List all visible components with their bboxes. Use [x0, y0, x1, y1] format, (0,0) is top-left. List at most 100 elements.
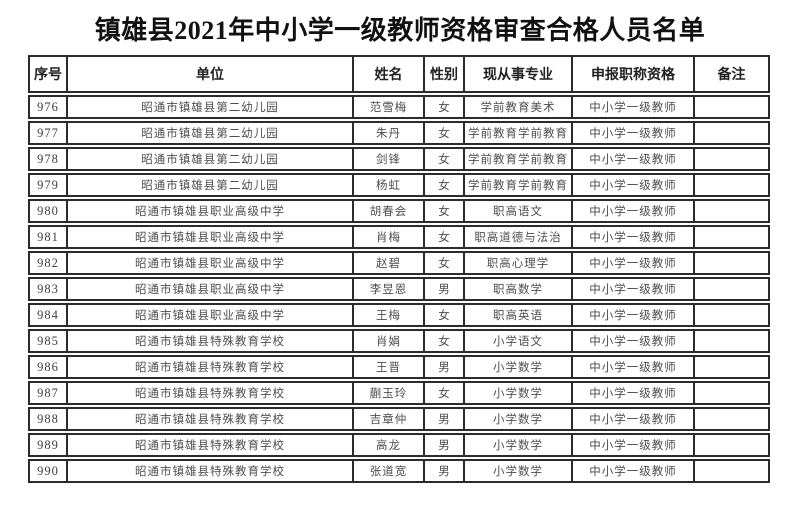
name-cell: 王梅 [354, 305, 425, 325]
qualification-cell: 中小学一级教师 [573, 279, 695, 299]
table-row: 987 昭通市镇雄县特殊教育学校 蒯玉玲 女 小学数学 中小学一级教师 [28, 381, 770, 405]
seq-cell: 986 [30, 357, 68, 377]
name-cell: 杨虹 [354, 175, 425, 195]
gender-cell: 女 [425, 175, 465, 195]
qualification-cell: 中小学一级教师 [573, 435, 695, 455]
unit-cell: 昭通市镇雄县特殊教育学校 [68, 409, 354, 429]
major-cell: 小学数学 [465, 409, 573, 429]
seq-cell: 987 [30, 383, 68, 403]
seq-cell: 983 [30, 279, 68, 299]
seq-cell: 988 [30, 409, 68, 429]
name-cell: 李昱恩 [354, 279, 425, 299]
seq-cell: 977 [30, 123, 68, 143]
note-cell [695, 149, 768, 169]
qualification-cell: 中小学一级教师 [573, 175, 695, 195]
major-cell: 学前教育美术 [465, 97, 573, 117]
name-cell: 蒯玉玲 [354, 383, 425, 403]
major-cell: 小学数学 [465, 435, 573, 455]
unit-cell: 昭通市镇雄县职业高级中学 [68, 227, 354, 247]
header-gender: 性别 [425, 57, 465, 91]
seq-cell: 985 [30, 331, 68, 351]
table-row: 979 昭通市镇雄县第二幼儿园 杨虹 女 学前教育学前教育 中小学一级教师 [28, 173, 770, 197]
table-row: 977 昭通市镇雄县第二幼儿园 朱丹 女 学前教育学前教育 中小学一级教师 [28, 121, 770, 145]
name-cell: 吉章仲 [354, 409, 425, 429]
note-cell [695, 409, 768, 429]
header-unit: 单位 [68, 57, 354, 91]
name-cell: 王晋 [354, 357, 425, 377]
qualification-cell: 中小学一级教师 [573, 123, 695, 143]
table-row: 981 昭通市镇雄县职业高级中学 肖梅 女 职高道德与法治 中小学一级教师 [28, 225, 770, 249]
table-row: 985 昭通市镇雄县特殊教育学校 肖娟 女 小学语文 中小学一级教师 [28, 329, 770, 353]
major-cell: 小学语文 [465, 331, 573, 351]
name-cell: 范雪梅 [354, 97, 425, 117]
note-cell [695, 201, 768, 221]
seq-cell: 979 [30, 175, 68, 195]
qualification-cell: 中小学一级教师 [573, 305, 695, 325]
roster-table: 序号 单位 姓名 性别 现从事专业 申报职称资格 备注 976 昭通市镇雄县第二… [28, 55, 770, 483]
note-cell [695, 305, 768, 325]
note-cell [695, 331, 768, 351]
table-row: 978 昭通市镇雄县第二幼儿园 剑锋 女 学前教育学前教育 中小学一级教师 [28, 147, 770, 171]
name-cell: 胡春会 [354, 201, 425, 221]
table-row: 983 昭通市镇雄县职业高级中学 李昱恩 男 职高数学 中小学一级教师 [28, 277, 770, 301]
note-cell [695, 279, 768, 299]
table-row: 976 昭通市镇雄县第二幼儿园 范雪梅 女 学前教育美术 中小学一级教师 [28, 95, 770, 119]
seq-cell: 989 [30, 435, 68, 455]
gender-cell: 女 [425, 123, 465, 143]
header-seq: 序号 [30, 57, 68, 91]
seq-cell: 981 [30, 227, 68, 247]
note-cell [695, 175, 768, 195]
gender-cell: 女 [425, 149, 465, 169]
note-cell [695, 227, 768, 247]
major-cell: 学前教育学前教育 [465, 175, 573, 195]
unit-cell: 昭通市镇雄县第二幼儿园 [68, 149, 354, 169]
major-cell: 职高道德与法治 [465, 227, 573, 247]
qualification-cell: 中小学一级教师 [573, 461, 695, 481]
name-cell: 朱丹 [354, 123, 425, 143]
table-row: 988 昭通市镇雄县特殊教育学校 吉章仲 男 小学数学 中小学一级教师 [28, 407, 770, 431]
unit-cell: 昭通市镇雄县第二幼儿园 [68, 97, 354, 117]
qualification-cell: 中小学一级教师 [573, 331, 695, 351]
note-cell [695, 253, 768, 273]
major-cell: 职高语文 [465, 201, 573, 221]
note-cell [695, 383, 768, 403]
gender-cell: 男 [425, 435, 465, 455]
note-cell [695, 97, 768, 117]
seq-cell: 990 [30, 461, 68, 481]
unit-cell: 昭通市镇雄县职业高级中学 [68, 201, 354, 221]
table-row: 990 昭通市镇雄县特殊教育学校 张道宽 男 小学数学 中小学一级教师 [28, 459, 770, 483]
unit-cell: 昭通市镇雄县职业高级中学 [68, 279, 354, 299]
table-row: 980 昭通市镇雄县职业高级中学 胡春会 女 职高语文 中小学一级教师 [28, 199, 770, 223]
unit-cell: 昭通市镇雄县特殊教育学校 [68, 331, 354, 351]
seq-cell: 978 [30, 149, 68, 169]
table-row: 989 昭通市镇雄县特殊教育学校 高龙 男 小学数学 中小学一级教师 [28, 433, 770, 457]
note-cell [695, 435, 768, 455]
table-header-row: 序号 单位 姓名 性别 现从事专业 申报职称资格 备注 [28, 55, 770, 93]
gender-cell: 女 [425, 201, 465, 221]
unit-cell: 昭通市镇雄县特殊教育学校 [68, 383, 354, 403]
major-cell: 小学数学 [465, 461, 573, 481]
unit-cell: 昭通市镇雄县职业高级中学 [68, 305, 354, 325]
seq-cell: 980 [30, 201, 68, 221]
qualification-cell: 中小学一级教师 [573, 383, 695, 403]
name-cell: 张道宽 [354, 461, 425, 481]
major-cell: 小学数学 [465, 357, 573, 377]
unit-cell: 昭通市镇雄县第二幼儿园 [68, 175, 354, 195]
major-cell: 职高数学 [465, 279, 573, 299]
qualification-cell: 中小学一级教师 [573, 97, 695, 117]
table-row: 984 昭通市镇雄县职业高级中学 王梅 女 职高英语 中小学一级教师 [28, 303, 770, 327]
unit-cell: 昭通市镇雄县职业高级中学 [68, 253, 354, 273]
note-cell [695, 123, 768, 143]
gender-cell: 女 [425, 383, 465, 403]
note-cell [695, 357, 768, 377]
qualification-cell: 中小学一级教师 [573, 253, 695, 273]
unit-cell: 昭通市镇雄县特殊教育学校 [68, 461, 354, 481]
header-major: 现从事专业 [465, 57, 573, 91]
major-cell: 学前教育学前教育 [465, 123, 573, 143]
name-cell: 肖娟 [354, 331, 425, 351]
note-cell [695, 461, 768, 481]
major-cell: 学前教育学前教育 [465, 149, 573, 169]
gender-cell: 女 [425, 97, 465, 117]
unit-cell: 昭通市镇雄县特殊教育学校 [68, 435, 354, 455]
